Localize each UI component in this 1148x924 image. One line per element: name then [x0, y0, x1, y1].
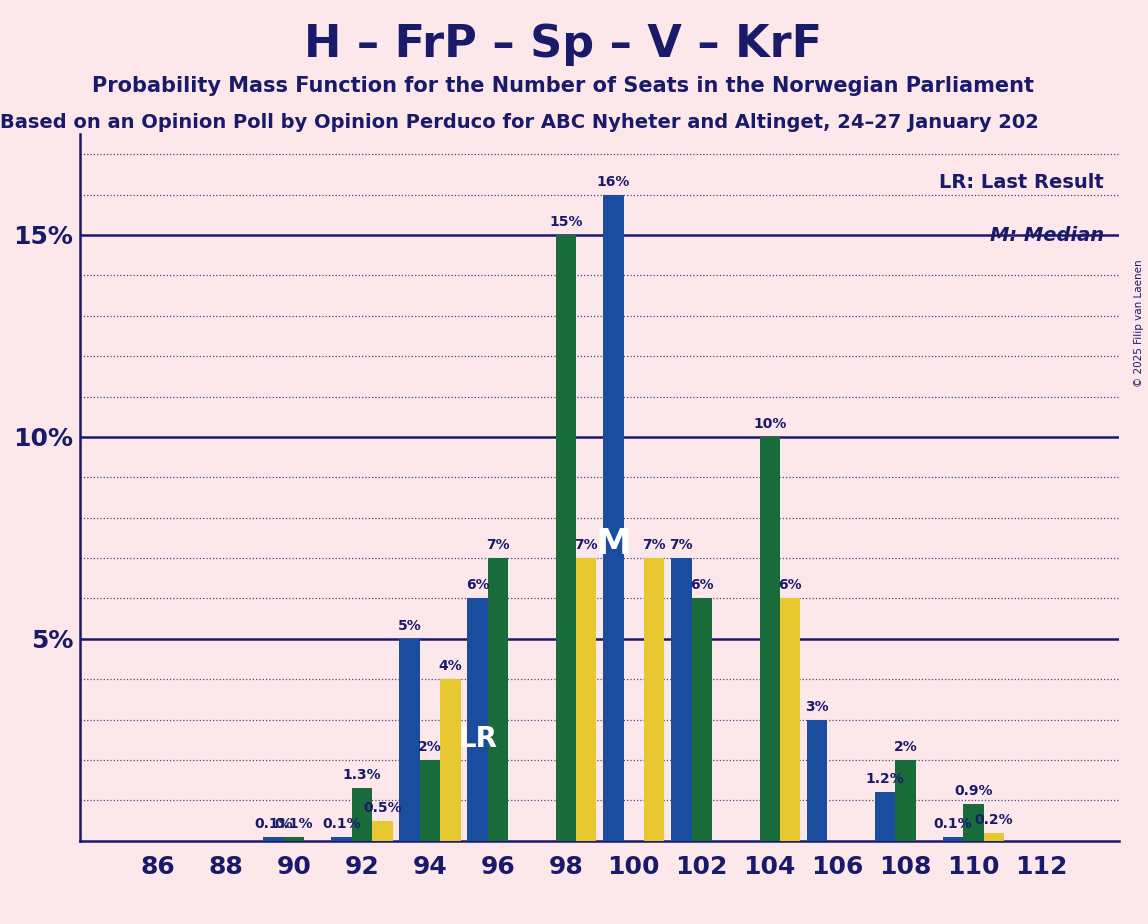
Text: 1.3%: 1.3%	[343, 768, 381, 783]
Bar	[895, 760, 916, 841]
Text: 7%: 7%	[486, 538, 510, 552]
Text: Based on an Opinion Poll by Opinion Perduco for ABC Nyheter and Altinget, 24–27 : Based on an Opinion Poll by Opinion Perd…	[0, 113, 1039, 132]
Text: 2%: 2%	[418, 740, 442, 754]
Bar	[875, 793, 895, 841]
Text: 0.5%: 0.5%	[363, 800, 402, 815]
Text: 5%: 5%	[397, 619, 421, 633]
Text: 0.1%: 0.1%	[255, 817, 293, 831]
Text: 0.1%: 0.1%	[274, 817, 313, 831]
Text: 6%: 6%	[778, 578, 802, 592]
Bar	[264, 837, 284, 841]
Text: Probability Mass Function for the Number of Seats in the Norwegian Parliament: Probability Mass Function for the Number…	[92, 76, 1033, 96]
Bar	[644, 558, 665, 841]
Bar	[440, 679, 460, 841]
Bar	[807, 720, 828, 841]
Text: 3%: 3%	[806, 699, 829, 713]
Text: M: Median: M: Median	[990, 225, 1103, 245]
Text: H – FrP – Sp – V – KrF: H – FrP – Sp – V – KrF	[303, 23, 822, 67]
Bar	[372, 821, 393, 841]
Bar	[332, 837, 351, 841]
Text: 0.9%: 0.9%	[954, 784, 993, 798]
Bar	[779, 599, 800, 841]
Bar	[467, 599, 488, 841]
Text: 0.1%: 0.1%	[933, 817, 972, 831]
Text: 0.2%: 0.2%	[975, 813, 1014, 827]
Text: © 2025 Filip van Laenen: © 2025 Filip van Laenen	[1134, 260, 1143, 387]
Text: 6%: 6%	[690, 578, 714, 592]
Bar	[400, 638, 420, 841]
Bar	[963, 805, 984, 841]
Text: 0.1%: 0.1%	[323, 817, 360, 831]
Text: 6%: 6%	[466, 578, 489, 592]
Bar	[556, 235, 576, 841]
Text: 10%: 10%	[753, 417, 786, 431]
Bar	[576, 558, 597, 841]
Bar	[943, 837, 963, 841]
Text: 2%: 2%	[894, 740, 917, 754]
Bar	[284, 837, 304, 841]
Bar	[984, 833, 1004, 841]
Bar	[351, 788, 372, 841]
Bar	[488, 558, 509, 841]
Bar	[760, 437, 779, 841]
Text: 16%: 16%	[597, 175, 630, 188]
Text: LR: LR	[458, 725, 497, 753]
Text: 7%: 7%	[574, 538, 598, 552]
Text: 4%: 4%	[439, 659, 463, 674]
Bar	[672, 558, 691, 841]
Bar	[603, 195, 623, 841]
Text: LR: Last Result: LR: Last Result	[939, 173, 1103, 192]
Text: 7%: 7%	[669, 538, 693, 552]
Bar	[420, 760, 440, 841]
Text: 15%: 15%	[549, 215, 582, 229]
Text: 7%: 7%	[643, 538, 666, 552]
Text: 1.2%: 1.2%	[866, 772, 905, 786]
Text: M: M	[596, 527, 631, 561]
Bar	[691, 599, 712, 841]
